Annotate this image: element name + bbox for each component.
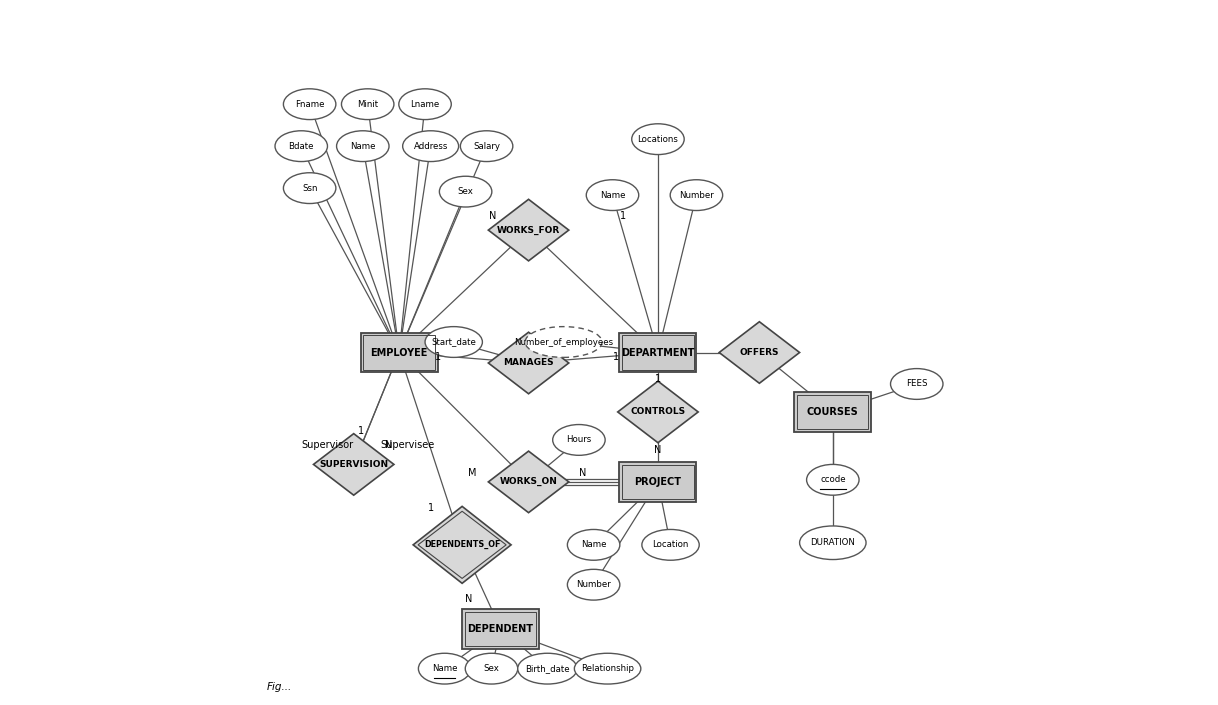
FancyBboxPatch shape <box>462 609 540 649</box>
Text: 1: 1 <box>655 374 661 384</box>
Ellipse shape <box>632 124 685 154</box>
Text: Fig...: Fig... <box>267 682 291 692</box>
Ellipse shape <box>586 180 638 211</box>
Ellipse shape <box>465 654 518 684</box>
Text: EMPLOYEE: EMPLOYEE <box>370 348 428 357</box>
Polygon shape <box>719 321 799 384</box>
Text: COURSES: COURSES <box>808 407 859 417</box>
Polygon shape <box>413 506 512 583</box>
Text: 1: 1 <box>620 211 626 221</box>
Ellipse shape <box>284 89 336 120</box>
Ellipse shape <box>568 529 620 560</box>
FancyBboxPatch shape <box>620 462 697 502</box>
Ellipse shape <box>525 326 602 357</box>
Ellipse shape <box>568 570 620 600</box>
Text: Start_date: Start_date <box>431 338 476 347</box>
Text: N: N <box>488 211 496 221</box>
Text: Ssn: Ssn <box>302 183 318 192</box>
Text: Number: Number <box>680 190 714 200</box>
Text: N: N <box>579 468 586 478</box>
Ellipse shape <box>575 654 641 684</box>
Text: 1: 1 <box>358 426 364 436</box>
Text: Name: Name <box>350 142 375 151</box>
Polygon shape <box>488 332 569 394</box>
Text: N: N <box>654 446 661 455</box>
Text: WORKS_ON: WORKS_ON <box>499 477 558 486</box>
Text: Salary: Salary <box>473 142 501 151</box>
Ellipse shape <box>440 176 492 207</box>
Ellipse shape <box>419 654 471 684</box>
FancyBboxPatch shape <box>620 333 697 372</box>
Text: ccode: ccode <box>820 475 845 484</box>
Polygon shape <box>313 434 393 495</box>
Text: 1: 1 <box>435 352 441 362</box>
Text: Name: Name <box>432 664 458 673</box>
Text: Number: Number <box>576 580 611 589</box>
Text: Bdate: Bdate <box>289 142 314 151</box>
Ellipse shape <box>670 180 722 211</box>
Text: Number_of_employees: Number_of_employees <box>514 338 613 347</box>
Text: 1: 1 <box>428 503 434 513</box>
Ellipse shape <box>275 130 328 161</box>
Text: Location: Location <box>653 540 688 549</box>
Text: Fname: Fname <box>295 99 324 109</box>
Text: Relationship: Relationship <box>581 664 635 673</box>
Text: Locations: Locations <box>637 135 678 144</box>
Text: DEPENDENT: DEPENDENT <box>468 624 533 634</box>
Text: Sex: Sex <box>458 187 474 196</box>
Ellipse shape <box>284 173 336 204</box>
Text: N: N <box>385 440 392 450</box>
Text: WORKS_FOR: WORKS_FOR <box>497 226 560 235</box>
Ellipse shape <box>799 526 866 560</box>
Ellipse shape <box>336 130 389 161</box>
Text: FEES: FEES <box>906 379 927 388</box>
Text: Sex: Sex <box>484 664 499 673</box>
Text: Birth_date: Birth_date <box>525 664 570 673</box>
Ellipse shape <box>806 465 859 495</box>
Ellipse shape <box>890 369 943 399</box>
Text: Name: Name <box>599 190 625 200</box>
Text: Lname: Lname <box>410 99 440 109</box>
Text: DURATION: DURATION <box>810 538 855 547</box>
Ellipse shape <box>425 326 482 357</box>
Text: Name: Name <box>581 540 607 549</box>
Text: OFFERS: OFFERS <box>739 348 780 357</box>
Ellipse shape <box>642 529 699 560</box>
Polygon shape <box>488 451 569 513</box>
Text: MANAGES: MANAGES <box>503 358 554 367</box>
Ellipse shape <box>403 130 459 161</box>
Text: PROJECT: PROJECT <box>635 477 681 487</box>
Text: N: N <box>465 594 473 603</box>
Text: Hours: Hours <box>566 436 592 444</box>
Text: DEPARTMENT: DEPARTMENT <box>621 348 694 357</box>
Text: Supervisee: Supervisee <box>380 440 435 450</box>
Ellipse shape <box>341 89 393 120</box>
Polygon shape <box>488 200 569 261</box>
Ellipse shape <box>553 424 605 455</box>
Text: SUPERVISION: SUPERVISION <box>319 460 389 469</box>
FancyBboxPatch shape <box>794 392 871 432</box>
Polygon shape <box>618 381 698 443</box>
Text: DEPENDENTS_OF: DEPENDENTS_OF <box>424 540 501 549</box>
Text: CONTROLS: CONTROLS <box>631 407 686 417</box>
Text: Minit: Minit <box>357 99 379 109</box>
Ellipse shape <box>518 654 577 684</box>
Ellipse shape <box>398 89 452 120</box>
FancyBboxPatch shape <box>361 333 437 372</box>
Ellipse shape <box>460 130 513 161</box>
Text: Address: Address <box>413 142 448 151</box>
Text: M: M <box>469 468 477 478</box>
Text: 1: 1 <box>613 352 619 362</box>
Text: Supervisor: Supervisor <box>302 440 354 450</box>
